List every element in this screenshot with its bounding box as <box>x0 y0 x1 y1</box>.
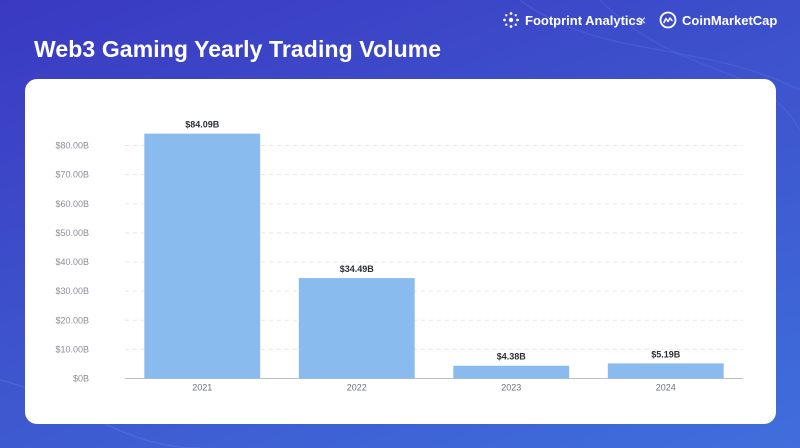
bar <box>298 278 415 379</box>
y-tick-label: $40.00B <box>55 257 89 267</box>
x-tick-label: 2023 <box>501 383 521 393</box>
bar <box>607 363 724 379</box>
chart-card: $0B $10.00B $20.00B $30.00B $40.00B $50.00B $6… <box>25 79 776 424</box>
coinmarketcap-brand-text: CoinMarketCap <box>682 12 778 28</box>
data-label: $4.38B <box>497 352 527 362</box>
footprint-icon <box>503 12 519 28</box>
y-tick-label: $10.00B <box>55 344 89 354</box>
data-label: $34.49B <box>340 264 375 274</box>
y-tick-label: $60.00B <box>55 199 89 209</box>
y-tick-label: $30.00B <box>55 286 89 296</box>
bar-chart: $0B $10.00B $20.00B $30.00B $40.00B $50.00B $6… <box>55 120 743 393</box>
y-tick-label: $70.00B <box>55 170 89 180</box>
bar <box>453 365 570 379</box>
coinmarketcap-logo: CoinMarketCap <box>659 10 777 30</box>
brand-separator: × <box>638 12 647 28</box>
y-tick-label: $80.00B <box>55 141 89 151</box>
footprint-analytics-logo: Footprint Analytics <box>502 10 643 30</box>
footprint-brand-text: Footprint Analytics <box>525 12 643 28</box>
page-title: Web3 Gaming Yearly Trading Volume <box>34 36 442 62</box>
y-tick-label: $20.00B <box>55 315 89 325</box>
x-tick-label: 2022 <box>347 383 367 393</box>
x-tick-label: 2021 <box>192 383 212 393</box>
y-tick-label: $0B <box>73 374 89 384</box>
coinmarketcap-icon <box>659 11 677 29</box>
y-tick-label: $50.00B <box>55 228 89 238</box>
x-tick-label: 2024 <box>656 383 676 393</box>
data-label: $84.09B <box>185 120 220 130</box>
data-label: $5.19B <box>651 349 681 359</box>
bar <box>144 133 261 379</box>
